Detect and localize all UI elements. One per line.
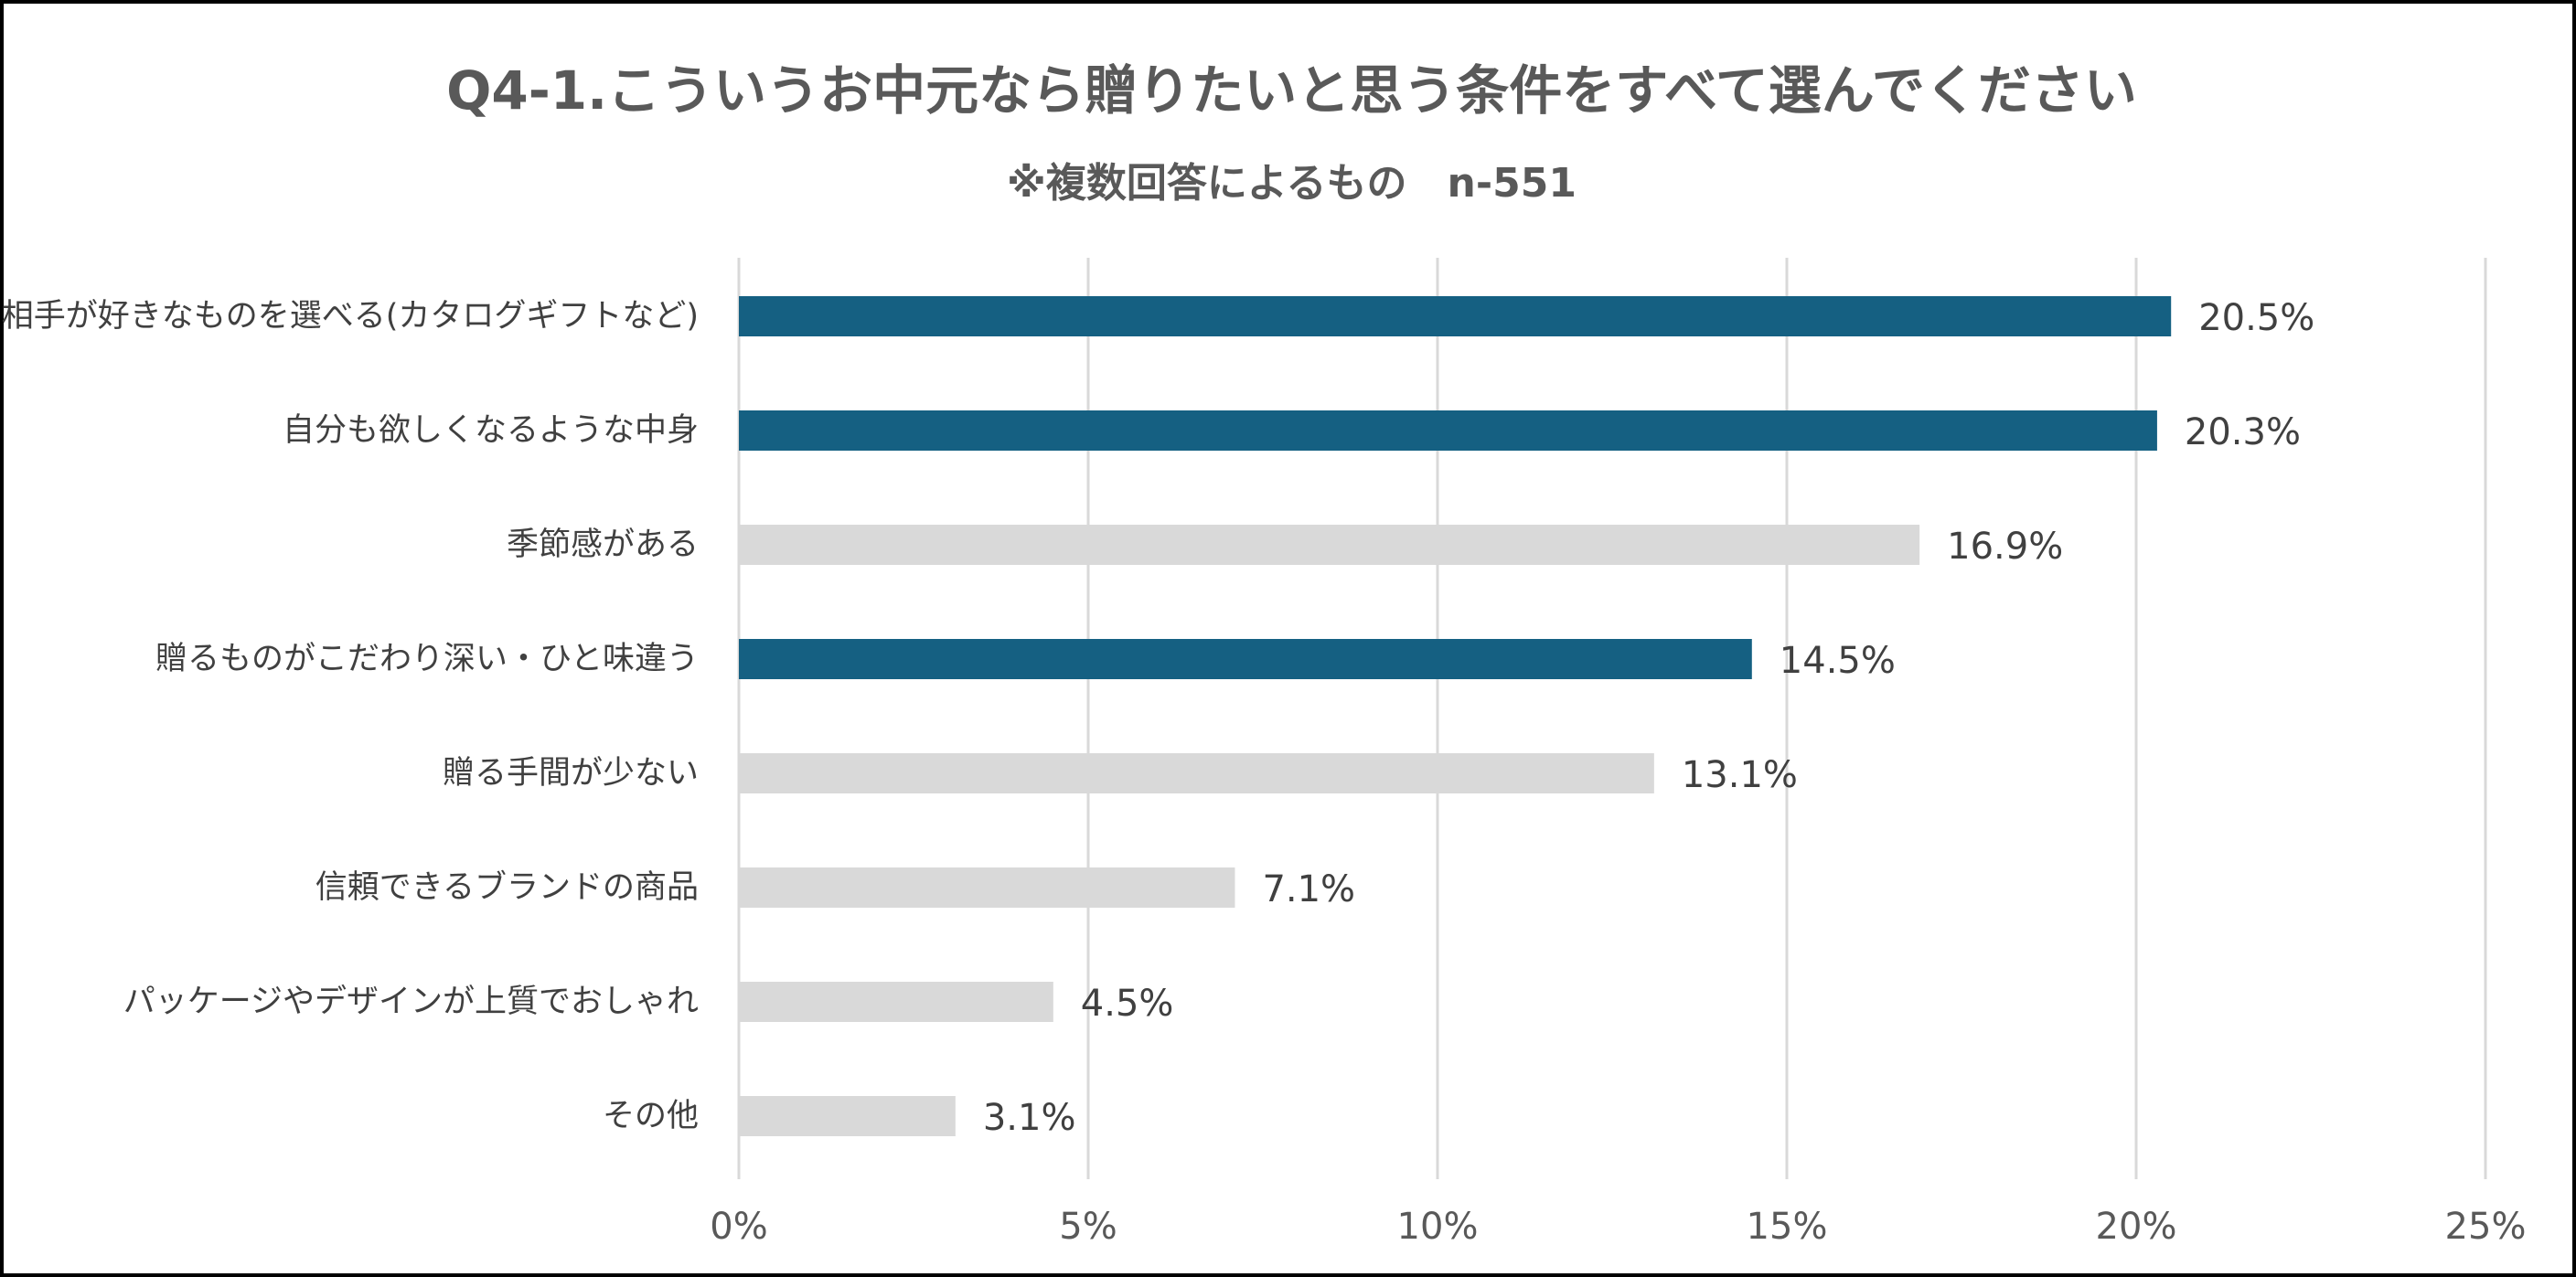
- x-tick-label-4: 20%: [2096, 1206, 2177, 1248]
- chart-title: Q4-1.こういうお中元なら贈りたいと思う条件をすべて選んでください: [446, 59, 2137, 122]
- category-label-2: 季節感がある: [507, 527, 699, 563]
- category-label-3: 贈るものがこだわり深い・ひと味違う: [155, 641, 699, 677]
- category-label-7: その他: [603, 1098, 699, 1134]
- bar-3: [739, 639, 1752, 679]
- value-label-5: 7.1%: [1262, 868, 1355, 910]
- value-label-3: 14.5%: [1780, 640, 1896, 682]
- x-tick-label-0: 0%: [710, 1206, 767, 1248]
- bar-1: [739, 410, 2157, 451]
- value-label-4: 13.1%: [1682, 754, 1798, 796]
- bar-6: [739, 982, 1053, 1022]
- value-label-1: 20.3%: [2185, 411, 2301, 453]
- category-label-5: 信頼できるブランドの商品: [315, 869, 699, 906]
- category-label-0: 相手が好きなものを選べる(カタログギフトなど): [2, 298, 699, 335]
- category-label-4: 贈る手間が少ない: [443, 755, 699, 792]
- chart-subtitle: ※複数回答によるもの n-551: [1007, 160, 1577, 207]
- category-label-6: パッケージやデザインが上質でおしゃれ: [123, 984, 699, 1020]
- value-label-0: 20.5%: [2198, 297, 2314, 339]
- bar-2: [739, 525, 1920, 565]
- value-label-6: 4.5%: [1081, 983, 1174, 1025]
- bar-7: [739, 1096, 956, 1136]
- bar-5: [739, 867, 1235, 908]
- x-tick-label-5: 25%: [2445, 1206, 2527, 1248]
- x-tick-label-3: 15%: [1747, 1206, 1828, 1248]
- value-label-2: 16.9%: [1947, 526, 2063, 568]
- value-label-7: 3.1%: [983, 1097, 1076, 1139]
- x-tick-label-1: 5%: [1059, 1206, 1117, 1248]
- bar-4: [739, 753, 1654, 793]
- category-label-1: 自分も欲しくなるような中身: [283, 412, 699, 449]
- bar-0: [739, 296, 2172, 336]
- x-tick-label-2: 10%: [1397, 1206, 1479, 1248]
